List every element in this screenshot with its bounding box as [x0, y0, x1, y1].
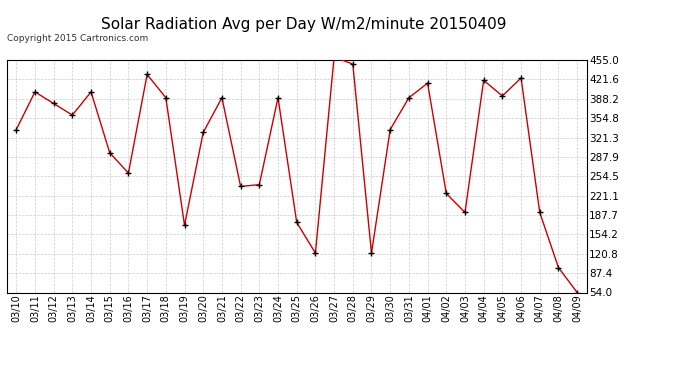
Text: Copyright 2015 Cartronics.com: Copyright 2015 Cartronics.com: [7, 34, 148, 43]
Text: Solar Radiation Avg per Day W/m2/minute 20150409: Solar Radiation Avg per Day W/m2/minute …: [101, 17, 506, 32]
Text: Radiation  (W/m2/Minute): Radiation (W/m2/Minute): [465, 35, 606, 45]
